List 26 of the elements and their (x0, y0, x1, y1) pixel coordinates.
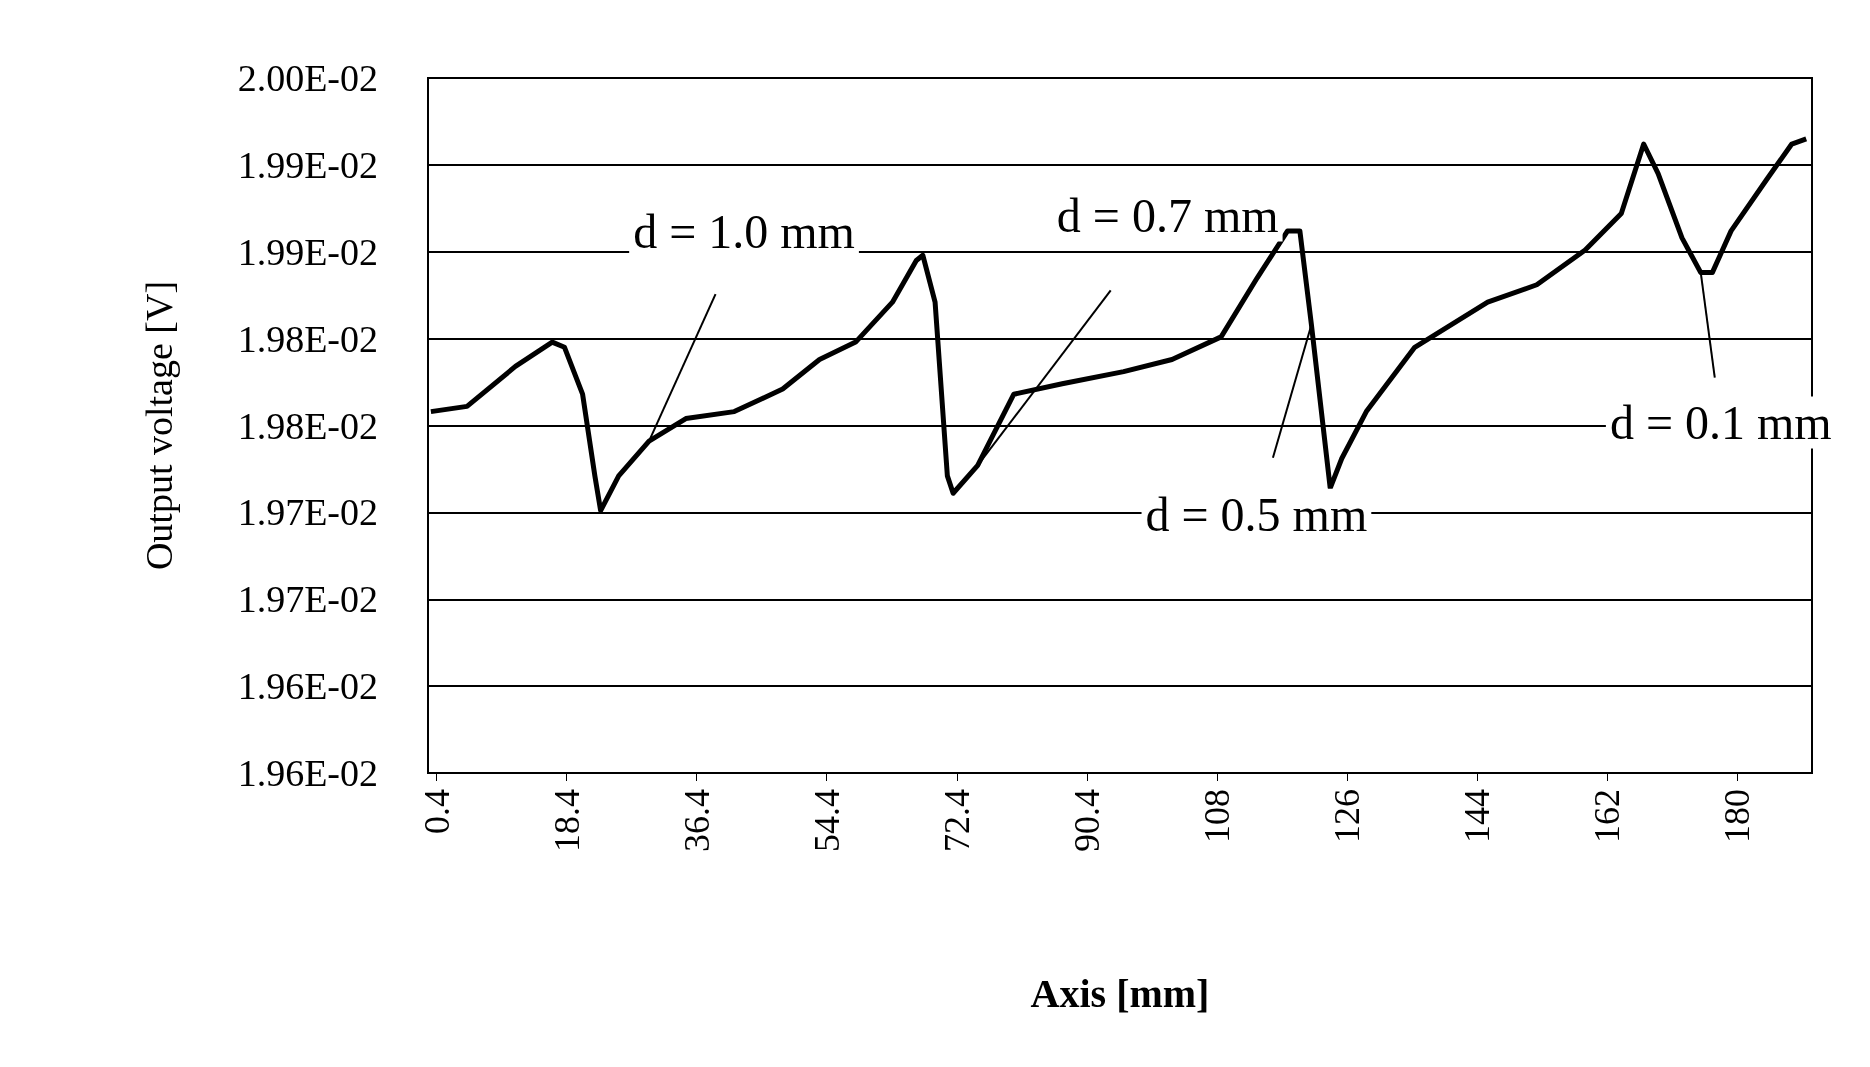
y-tick-label: 1.96E-02 (237, 665, 378, 708)
x-tick-label: 0.4 (416, 789, 457, 834)
y-tick-label: 1.98E-02 (237, 404, 378, 447)
annotation: d = 0.1 mm (1609, 396, 1832, 450)
x-tick-label: 180 (1716, 789, 1757, 843)
y-tick-label: 1.97E-02 (237, 491, 378, 534)
y-tick-label: 1.99E-02 (237, 143, 378, 186)
x-tick-label: 90.4 (1066, 789, 1107, 852)
x-tick-label: 72.4 (936, 789, 977, 852)
y-tick-label: 2.00E-02 (237, 57, 378, 99)
x-tick-label: 36.4 (676, 789, 717, 852)
y-tick-label: 1.96E-02 (237, 752, 378, 794)
x-tick-label: 18.4 (546, 789, 587, 852)
annotation: d = 0.7 mm (1056, 188, 1279, 242)
x-tick-label: 144 (1456, 789, 1497, 843)
y-tick-label: 1.97E-02 (237, 578, 378, 621)
x-tick-label: 108 (1196, 789, 1237, 843)
annotation: d = 1.0 mm (633, 204, 855, 258)
y-tick-label: 1.98E-02 (237, 317, 378, 360)
y-tick-label: 1.99E-02 (237, 230, 378, 273)
annotation: d = 0.5 mm (1145, 488, 1368, 542)
x-tick-label: 162 (1586, 789, 1627, 843)
x-tick-label: 54.4 (806, 789, 847, 852)
x-tick-label: 126 (1326, 789, 1367, 843)
y-axis-title: Output voltage [V] (138, 280, 180, 571)
x-axis-title: Axis [mm] (1030, 970, 1210, 1016)
